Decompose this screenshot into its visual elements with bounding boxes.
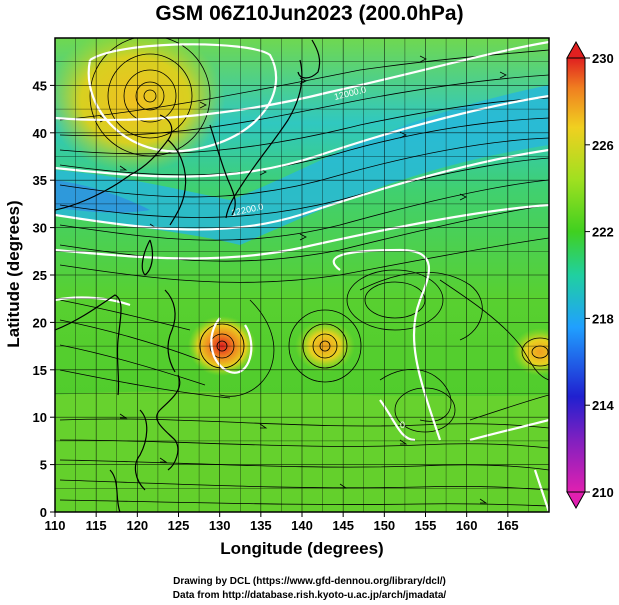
warm-patch-east — [512, 328, 549, 376]
x-tick-label: 115 — [86, 518, 107, 533]
x-tick-label: 160 — [456, 518, 478, 533]
colorbar-top-triangle — [566, 40, 586, 59]
colorbar-tick-label: 230 — [592, 51, 614, 66]
x-tick-label: 125 — [168, 518, 190, 533]
colorbar-bottom-triangle — [566, 491, 586, 510]
x-tick-label: 110 — [45, 518, 66, 533]
cold-core — [55, 180, 150, 213]
x-axis: 110 115 120 125 130 135 140 145 150 155 160 165 — [45, 512, 519, 533]
x-tick-label: 130 — [209, 518, 231, 533]
colorbar-tick-label: 222 — [592, 225, 614, 240]
y-tick-label: 35 — [33, 173, 47, 188]
x-tick-label: 165 — [497, 518, 519, 533]
credit-drawing: Drawing by DCL (https://www.gfd-dennou.o… — [173, 576, 446, 587]
x-axis-label: Longitude (degrees) — [220, 539, 384, 558]
colorbar-tick-label: 218 — [592, 311, 614, 326]
colorbar: 210 214 218 222 226 230 — [566, 40, 614, 510]
y-tick-label: 40 — [33, 126, 47, 141]
y-axis-label: Latitude (degrees) — [4, 200, 23, 348]
x-tick-label: 135 — [250, 518, 272, 533]
chart-title: GSM 06Z10Jun2023 (200.0hPa) — [155, 2, 464, 25]
y-tick-label: 30 — [33, 221, 47, 236]
x-tick-label: 140 — [291, 518, 313, 533]
x-tick-label: 145 — [332, 518, 354, 533]
warm-anticyclone-north — [55, 38, 225, 172]
y-tick-label: 10 — [33, 410, 47, 425]
y-tick-label: 20 — [33, 315, 47, 330]
y-tick-label: 45 — [33, 78, 47, 93]
colorbar-tick-label: 210 — [592, 485, 614, 500]
colorbar-tick-label: 226 — [592, 138, 614, 153]
height-contours — [55, 40, 549, 512]
y-tick-label: 25 — [33, 268, 47, 283]
credit-data-source: Data from http://database.rish.kyoto-u.a… — [172, 590, 447, 601]
lat-lon-grid — [55, 38, 549, 512]
colorbar-body — [566, 57, 586, 493]
x-tick-label: 150 — [373, 518, 395, 533]
colorbar-ticks: 210 214 218 222 226 230 — [585, 51, 614, 500]
y-axis: 0 5 10 15 20 25 30 35 40 45 — [33, 78, 55, 520]
contour-label-zero: 0 — [400, 420, 405, 430]
y-tick-label: 5 — [40, 458, 47, 473]
y-tick-label: 0 — [40, 505, 47, 520]
x-tick-label: 120 — [126, 518, 148, 533]
colorbar-tick-label: 214 — [592, 398, 614, 413]
y-tick-label: 15 — [33, 363, 47, 378]
x-tick-label: 155 — [415, 518, 437, 533]
